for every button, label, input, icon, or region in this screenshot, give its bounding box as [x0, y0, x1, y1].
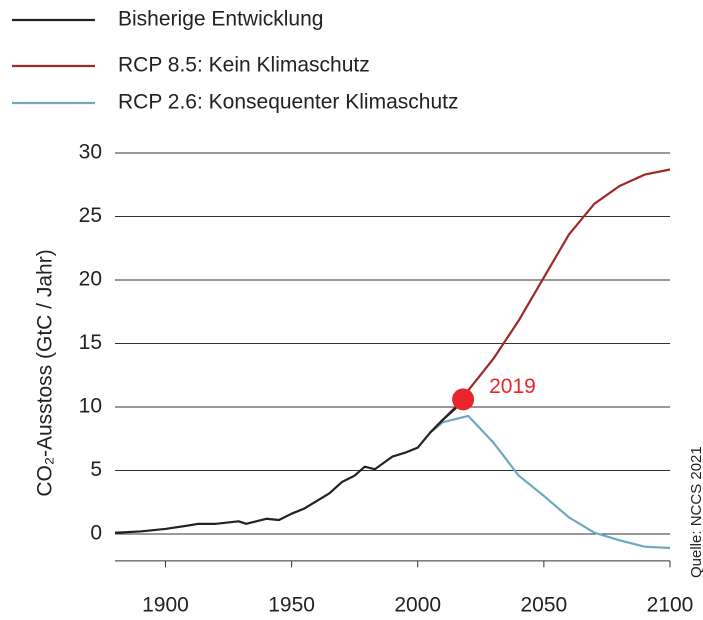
y-axis-label: CO₂-Ausstoss (GtC / Jahr) [34, 249, 57, 496]
annotation-label: 2019 [489, 375, 536, 398]
y-tick-label: 10 [79, 395, 102, 418]
x-tick-label: 2100 [647, 594, 694, 617]
y-tick-label: 25 [79, 204, 102, 227]
series-line [429, 414, 671, 550]
y-tick-label: 15 [79, 331, 102, 354]
y-tick-label: 20 [79, 268, 102, 291]
x-tick-label: 2000 [394, 594, 441, 617]
y-tick-label: 5 [90, 458, 102, 481]
legend-label: Bisherige Entwicklung [118, 8, 323, 31]
series-line [114, 398, 464, 534]
legend-label: RCP 8.5: Kein Klimaschutz [118, 54, 370, 77]
x-tick-label: 1950 [268, 594, 315, 617]
source: Quelle: NCCS 2021 [688, 446, 703, 578]
x-tick-label: 2050 [521, 594, 568, 617]
y-tick-label: 0 [90, 522, 102, 545]
y-tick-label: 30 [79, 141, 102, 164]
legend-label: RCP 2.6: Konsequenter Klimaschutz [118, 91, 458, 114]
x-tick-label: 1900 [142, 594, 189, 617]
annotation-point [452, 388, 475, 411]
